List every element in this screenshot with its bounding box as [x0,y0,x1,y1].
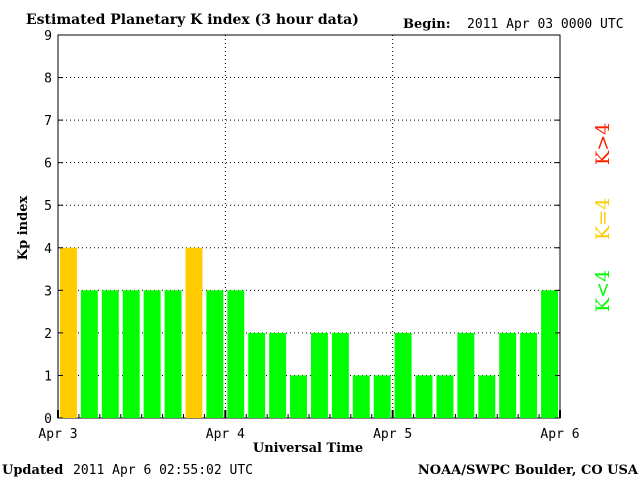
kp-bar [541,290,558,418]
x-tick-label: Apr 5 [373,427,412,442]
x-tick-label: Apr 6 [540,427,579,442]
kp-bar [394,332,412,418]
kp-bar [101,290,119,418]
kp-bar [269,332,287,418]
x-tick-label: Apr 3 [38,427,77,442]
plot-area [57,34,561,419]
y-tick-label: 9 [44,29,52,44]
updated-value: 2011 Apr 6 02:55:02 UTC [73,463,253,478]
kp-bar [185,247,203,418]
kp-bar [248,332,266,418]
legend-k-greater-4: K>4 [592,123,614,165]
begin-value: 2011 Apr 03 0000 UTC [467,17,624,32]
kp-bar [331,332,349,418]
y-tick-labels: 0 1 2 3 4 5 6 7 8 9 [44,29,560,427]
kp-bar [499,332,517,418]
kp-bar [415,375,433,418]
kp-bar [227,290,245,418]
y-tick-label: 1 [44,369,52,384]
kp-bar [122,290,140,418]
kp-bar [60,247,77,418]
y-tick-label: 7 [44,114,52,129]
kp-bar [436,375,454,418]
kp-bar [352,375,370,418]
y-tick-label: 4 [44,242,52,257]
y-tick-label: 5 [44,199,52,214]
y-tick-label: 0 [44,412,52,427]
x-tick-label: Apr 4 [206,427,245,442]
begin-label: Begin: [403,17,451,32]
x-tick-labels: Apr 3 Apr 4 Apr 5 Apr 6 [38,410,580,442]
kp-bar [80,290,98,418]
kp-bar [164,290,182,418]
kp-bar [373,375,391,418]
kp-bar [457,332,475,418]
chart-title: Estimated Planetary K index (3 hour data… [26,12,359,28]
kp-bar [143,290,161,418]
legend-k-equal-4: K=4 [592,198,614,240]
source-credit: NOAA/SWPC Boulder, CO USA [418,463,639,478]
updated-label: Updated [2,463,63,478]
kp-bar [206,290,224,418]
kp-bar [478,375,496,418]
kp-bar [311,332,328,418]
bars-group [60,247,558,418]
y-tick-label: 8 [44,72,52,87]
x-axis-label: Universal Time [253,441,363,456]
kp-bar [520,332,538,418]
y-axis-label: Kp index [16,196,31,261]
y-tick-label: 2 [44,327,52,342]
y-tick-label: 6 [44,157,52,172]
kp-bar [290,375,307,418]
y-tick-label: 3 [44,284,52,299]
legend-k-less-4: K<4 [592,270,614,312]
